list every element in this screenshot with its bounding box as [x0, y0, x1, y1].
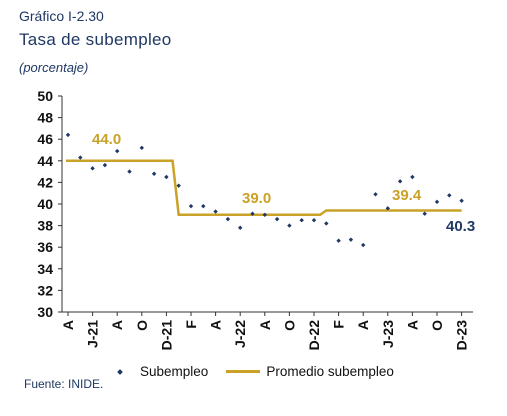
data-point [361, 242, 366, 248]
average-line [66, 159, 462, 217]
chart-title: Tasa de subempleo [19, 30, 172, 49]
data-point [139, 145, 144, 151]
x-tick-label: F [331, 320, 347, 329]
legend-label-subempleo: Subempleo [140, 364, 209, 379]
y-tick-label: 50 [37, 88, 53, 104]
x-tick-label: O [429, 320, 445, 331]
chart-subtitle: (porcentaje) [19, 60, 89, 75]
y-tick-label: 44 [37, 153, 53, 169]
data-point [385, 206, 390, 211]
figure-label: Gráfico I-2.30 [19, 8, 104, 24]
y-tick-label: 32 [37, 282, 53, 298]
data-point [90, 166, 95, 171]
data-point [78, 155, 83, 160]
data-point [274, 216, 280, 222]
y-tick-label: 36 [37, 239, 53, 255]
data-point [151, 171, 157, 176]
data-point [447, 193, 452, 198]
annotation-label: 40.3 [446, 218, 475, 235]
data-point [299, 218, 304, 223]
y-tick-label: 30 [37, 304, 53, 320]
data-point [238, 225, 243, 230]
y-tick-label: 40 [37, 196, 53, 212]
x-tick-label: A [109, 320, 125, 330]
x-tick-label: D-22 [306, 320, 322, 351]
data-point [102, 162, 108, 168]
data-point [434, 199, 440, 205]
y-tick-label: 38 [37, 218, 53, 234]
y-tick-label: 46 [37, 131, 53, 147]
annotation-label: 39.4 [392, 187, 422, 204]
legend-marker-subempleo [117, 368, 123, 375]
data-point [176, 183, 181, 188]
annotation-label: 44.0 [92, 131, 121, 148]
x-tick-label: J-23 [380, 320, 396, 348]
data-point [250, 211, 255, 216]
data-point [397, 179, 403, 184]
data-point [262, 212, 267, 217]
data-point [287, 223, 292, 228]
x-tick-label: D-23 [454, 320, 470, 351]
data-point [459, 198, 464, 203]
data-point [324, 221, 329, 226]
data-point [422, 211, 427, 216]
y-tick-label: 48 [37, 110, 53, 126]
x-tick-label: A [257, 320, 273, 330]
data-point [311, 218, 317, 223]
data-point [127, 169, 132, 174]
data-point [336, 238, 341, 243]
x-tick-label: A [60, 320, 76, 330]
legend-label-promedio: Promedio subempleo [266, 364, 394, 379]
x-tick-label: F [183, 320, 199, 329]
x-tick-label: A [208, 320, 224, 330]
y-tick-label: 34 [37, 261, 53, 277]
x-tick-label: O [281, 320, 297, 331]
data-point [65, 132, 71, 138]
data-point [373, 192, 378, 197]
x-tick-label: J-21 [85, 320, 101, 348]
x-tick-label: D-21 [158, 320, 174, 351]
data-point [410, 174, 415, 180]
x-tick-label: J-22 [232, 320, 248, 348]
x-tick-label: O [134, 320, 150, 331]
x-tick-label: A [355, 320, 371, 330]
annotation-label: 39.0 [242, 190, 271, 207]
source-note: Fuente: INIDE. [24, 377, 104, 391]
legend-line-promedio [226, 370, 261, 373]
data-point [213, 209, 218, 214]
legend: Subempleo Promedio subempleo [117, 364, 394, 379]
y-tick-label: 42 [37, 174, 53, 190]
data-point [201, 203, 206, 209]
x-tick-label: A [404, 320, 420, 330]
data-point [188, 203, 194, 209]
data-point [225, 216, 231, 222]
data-point [348, 237, 354, 242]
data-point [164, 174, 169, 180]
data-point [115, 148, 120, 154]
